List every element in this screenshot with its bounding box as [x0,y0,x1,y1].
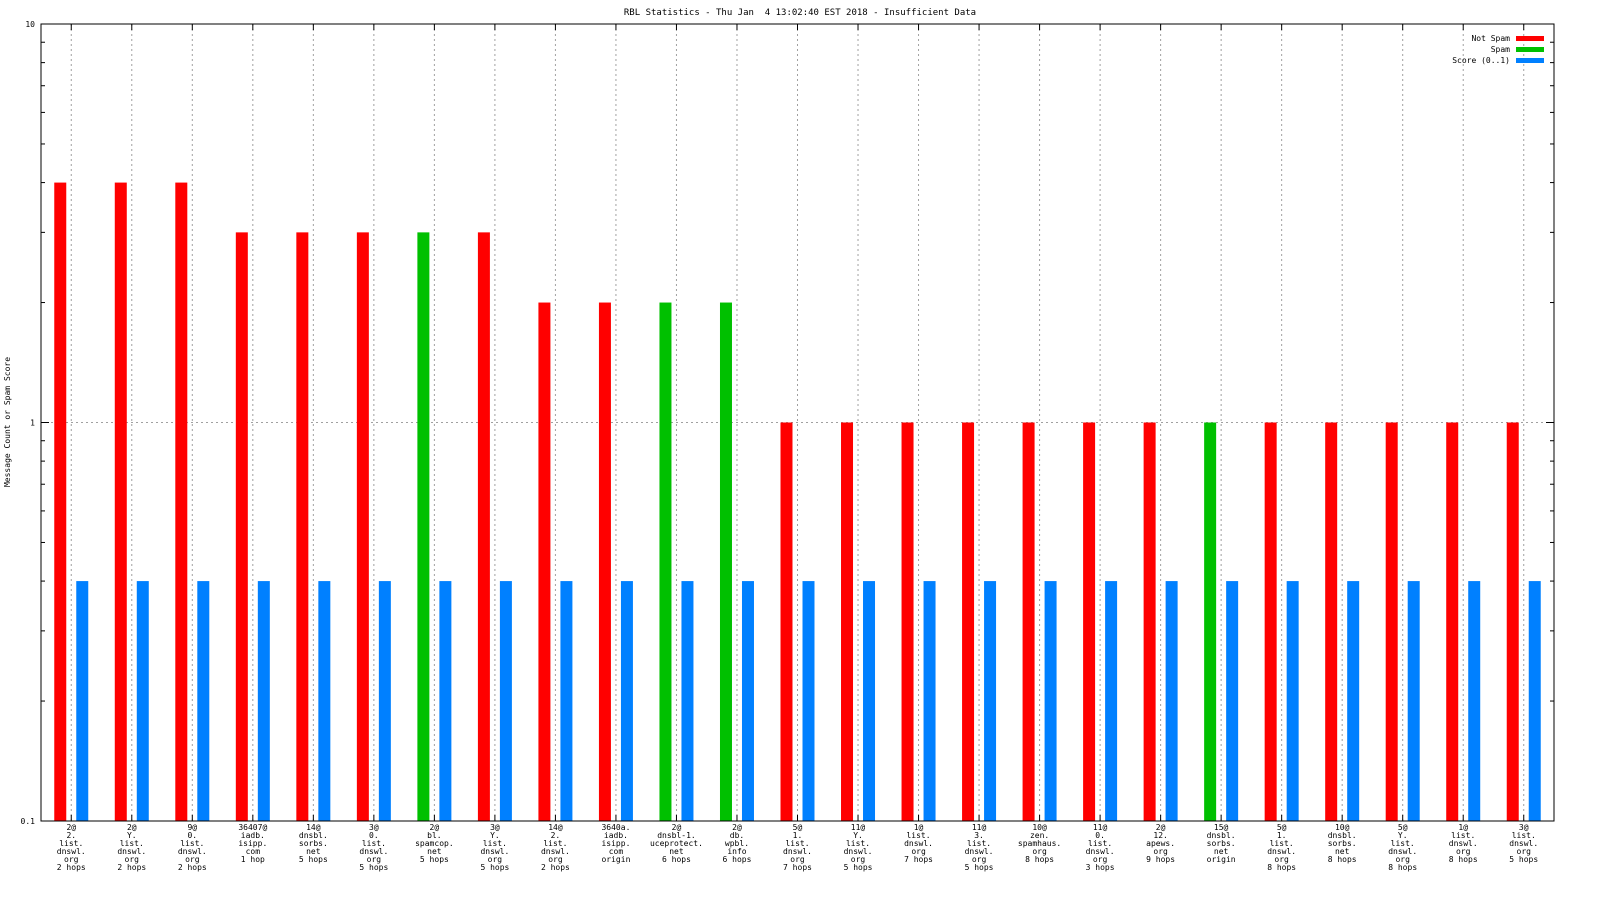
x-tick-label: 2@ Y. list. dnswl. org 2 hops [117,823,146,872]
x-tick-label: 14@ 2. list. dnswl. org 2 hops [541,823,570,872]
x-tick-label: 11@ Y. list. dnswl. org 5 hops [844,823,873,872]
bar-score [1286,581,1299,821]
bar-score [984,581,997,821]
x-tick-label: 15@ dnsbl. sorbs. net origin [1207,823,1236,864]
y-tick-label: 0.1 [21,817,36,826]
bar-score [681,581,694,821]
x-tick-label: 3640a. iadb. isipp. com origin [601,823,630,864]
bar-not-spam [780,422,793,821]
bar-score [1044,581,1057,821]
bar-spam [1204,422,1217,821]
x-tick-label: 10@ zen. spamhaus. org 8 hops [1018,823,1061,864]
bar-score [257,581,270,821]
bar-score [1347,581,1360,821]
x-tick-label: 10@ dnsbl. sorbs. net 8 hops [1328,823,1357,864]
bar-not-spam [477,232,490,821]
bar-score [1165,581,1178,821]
bar-spam [417,232,430,821]
bar-not-spam [296,232,309,821]
x-tick-label: 1@ list. dnswl. org 7 hops [904,823,933,864]
legend-label: Score (0..1) [1452,56,1510,65]
bar-score [620,581,633,821]
legend-swatch [1516,47,1544,52]
y-tick-label: 1 [30,419,35,428]
x-tick-label: 11@ 0. list. dnswl. org 3 hops [1086,823,1115,872]
bar-not-spam [1385,422,1398,821]
x-tick-label: 2@ db. wpbl. info 6 hops [723,823,752,864]
chart-title: RBL Statistics - Thu Jan 4 13:02:40 EST … [624,8,976,18]
bar-not-spam [901,422,914,821]
legend: Not Spam Spam Score (0..1) [1452,34,1544,65]
bar-score [136,581,149,821]
bar-score [439,581,452,821]
bar-not-spam [538,302,551,821]
bar-not-spam [175,182,188,821]
x-tick-label: 2@ bl. spamcop. net 5 hops [415,823,454,864]
bar-score [1528,581,1541,821]
legend-label: Not Spam [1471,34,1510,43]
legend-swatch [1516,36,1544,41]
legend-swatch [1516,58,1544,63]
bar-not-spam [1506,422,1519,821]
bar-score [1468,581,1481,821]
bar-not-spam [114,182,127,821]
bar-not-spam [1325,422,1338,821]
x-tick-label: 36407@ iadb. isipp. com 1 hop [238,823,267,864]
bar-score [499,581,512,821]
bar-not-spam [841,422,854,821]
bar-score [1407,581,1420,821]
bar-score [197,581,210,821]
bar-not-spam [1022,422,1035,821]
x-tick-label: 9@ 0. list. dnswl. org 2 hops [178,823,207,872]
x-tick-label: 5@ Y. list. dnswl. org 8 hops [1388,823,1417,872]
x-tick-label: 5@ 1. list. dnswl. org 7 hops [783,823,812,872]
x-tick-label: 3@ Y. list. dnswl. org 5 hops [480,823,509,872]
x-tick-label: 5@ 1. list. dnswl. org 8 hops [1267,823,1296,872]
y-tick-label: 10 [25,20,35,29]
bar-score [378,581,391,821]
x-tick-label: 2@ dnsbl-1. uceprotect. net 6 hops [650,823,703,864]
bar-score [802,581,815,821]
bar-not-spam [962,422,975,821]
bar-score [1226,581,1239,821]
bar-not-spam [356,232,369,821]
ticks-layer: 0.1 1 10 2@ 2. list. dnswl. org 2 hops 2@ Y. list. d… [21,20,1554,872]
y-axis-label: Message Count or Spam Score [3,357,12,487]
bar-score [741,581,754,821]
bar-not-spam [1446,422,1459,821]
bar-spam [659,302,672,821]
bars-layer [54,182,1541,821]
bar-score [318,581,331,821]
x-tick-label: 2@ 12. apews. org 9 hops [1146,823,1175,864]
bar-score [76,581,89,821]
bar-not-spam [1083,422,1096,821]
bar-score [923,581,936,821]
x-tick-label: 2@ 2. list. dnswl. org 2 hops [57,823,86,872]
bar-spam [719,302,732,821]
x-tick-label: 14@ dnsbl. sorbs. net 5 hops [299,823,328,864]
x-tick-label: 3@ 0. list. dnswl. org 5 hops [359,823,388,872]
legend-label: Spam [1491,45,1510,54]
x-tick-label: 3@ list. dnswl. org 5 hops [1509,823,1538,864]
bar-score [1105,581,1118,821]
bar-not-spam [1143,422,1156,821]
bar-score [863,581,876,821]
bar-not-spam [1264,422,1277,821]
bar-not-spam [54,182,67,821]
grid-layer [41,24,1554,821]
bar-not-spam [235,232,248,821]
bar-score [560,581,573,821]
x-tick-label: 1@ list. dnswl. org 8 hops [1449,823,1478,864]
bar-not-spam [598,302,611,821]
x-tick-label: 11@ 3. list. dnswl. org 5 hops [965,823,994,872]
